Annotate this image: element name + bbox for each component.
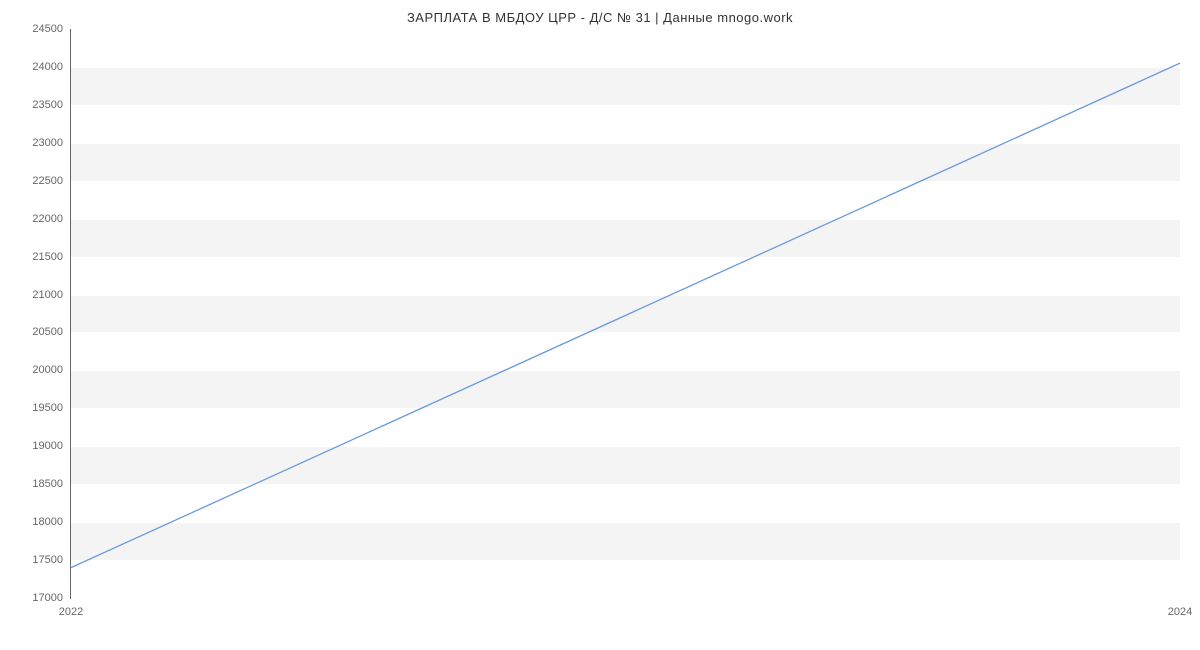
x-tick-label: 2024 <box>1168 598 1192 618</box>
y-tick-label: 22000 <box>32 213 71 225</box>
chart-area: 1700017500180001850019000195002000020500… <box>70 29 1180 599</box>
y-tick-label: 18500 <box>32 478 71 490</box>
y-tick-label: 20500 <box>32 326 71 338</box>
y-tick-label: 23000 <box>32 137 71 149</box>
y-tick-label: 23500 <box>32 99 71 111</box>
x-tick-label: 2022 <box>59 598 83 618</box>
y-gridline <box>71 598 1180 599</box>
y-tick-label: 21500 <box>32 251 71 263</box>
y-tick-label: 24500 <box>32 23 71 35</box>
plot-area: 1700017500180001850019000195002000020500… <box>70 29 1180 599</box>
line-layer <box>71 29 1180 598</box>
y-tick-label: 18000 <box>32 516 71 528</box>
y-tick-label: 21000 <box>32 289 71 301</box>
y-tick-label: 24000 <box>32 61 71 73</box>
y-tick-label: 20000 <box>32 364 71 376</box>
y-tick-label: 17500 <box>32 554 71 566</box>
series-line-salary <box>71 63 1180 568</box>
y-tick-label: 19500 <box>32 402 71 414</box>
y-tick-label: 19000 <box>32 440 71 452</box>
chart-title: ЗАРПЛАТА В МБДОУ ЦРР - Д/С № 31 | Данные… <box>0 0 1200 29</box>
y-tick-label: 22500 <box>32 175 71 187</box>
